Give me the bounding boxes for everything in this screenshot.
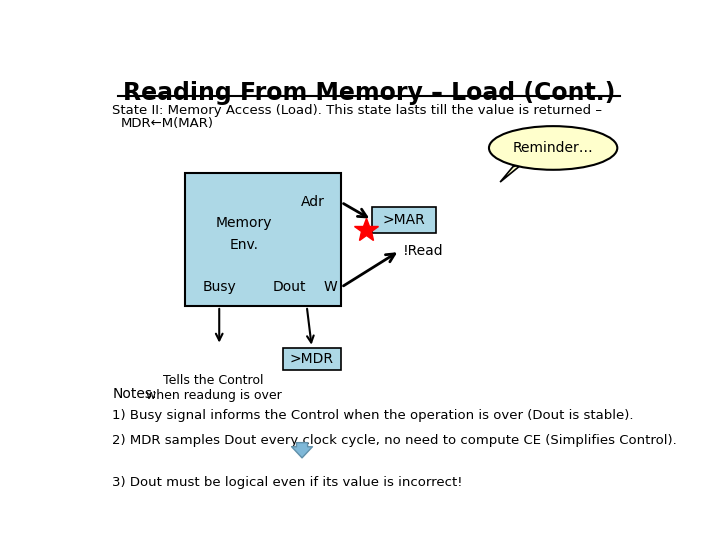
Text: Env.: Env.	[230, 238, 258, 252]
FancyBboxPatch shape	[282, 348, 341, 370]
Polygon shape	[500, 164, 523, 182]
Text: 2) MDR samples Dout every clock cycle, no need to compute CE (Simplifies Control: 2) MDR samples Dout every clock cycle, n…	[112, 434, 677, 447]
Text: MDR←M(MAR): MDR←M(MAR)	[121, 117, 214, 130]
Text: State II: Memory Access (Load). This state lasts till the value is returned –: State II: Memory Access (Load). This sta…	[112, 104, 603, 117]
FancyBboxPatch shape	[185, 173, 341, 306]
Text: !Read: !Read	[402, 244, 443, 258]
Text: Memory: Memory	[216, 217, 272, 231]
Text: >MDR: >MDR	[290, 352, 334, 366]
Text: when readung is over: when readung is over	[145, 389, 282, 402]
Text: Adr: Adr	[301, 195, 325, 209]
Text: >MAR: >MAR	[382, 213, 426, 227]
Text: Notes:: Notes:	[112, 387, 157, 401]
Text: 1) Busy signal informs the Control when the operation is over (Dout is stable).: 1) Busy signal informs the Control when …	[112, 409, 634, 422]
Text: Reminder…: Reminder…	[513, 141, 593, 155]
Text: W: W	[323, 280, 337, 294]
Text: Dout: Dout	[273, 280, 306, 294]
Text: Tells the Control: Tells the Control	[163, 374, 264, 387]
Text: Busy: Busy	[202, 280, 236, 294]
Text: Reading From Memory – Load (Cont.): Reading From Memory – Load (Cont.)	[123, 82, 615, 105]
Ellipse shape	[489, 126, 617, 170]
FancyBboxPatch shape	[372, 207, 436, 233]
FancyArrowPatch shape	[292, 443, 312, 458]
Text: 3) Dout must be logical even if its value is incorrect!: 3) Dout must be logical even if its valu…	[112, 476, 463, 489]
